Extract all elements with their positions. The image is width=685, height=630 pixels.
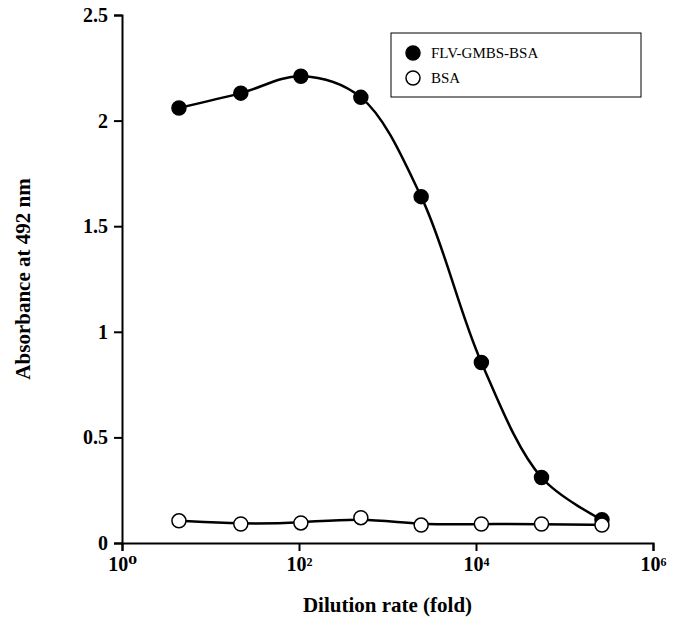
data-point [294,69,308,83]
x-axis-line [123,544,654,552]
data-point [414,190,428,204]
data-point [354,90,368,104]
data-point [535,471,549,485]
legend: FLV-GMBS-BSA BSA [391,33,641,97]
x-tick-mark [299,543,301,551]
y-tick: 0 [98,532,122,554]
x-tick: 10⁶ [641,543,667,575]
y-tick-label: 1 [98,321,108,343]
y-axis-line [114,16,123,544]
x-tick: 10⁰ [108,543,137,575]
y-axis-title: Absorbance at 492 nm [11,178,35,380]
y-tick: 2 [98,110,122,132]
y-tick-mark [114,226,122,228]
y-tick-mark [114,543,122,545]
data-area [172,69,609,532]
data-point [474,355,488,369]
x-axis-title: Dilution rate (fold) [303,593,472,617]
y-tick-mark [114,437,122,439]
x-tick-label: 10⁰ [108,553,137,575]
x-tick-label: 10⁴ [464,553,490,575]
y-tick-mark [114,15,122,17]
data-point [414,518,428,532]
y-tick: 2.5 [83,4,122,26]
chart: 10⁰ 10² 10⁴ 10⁶ 0 0.5 1 1.5 2 2.5 FLV-GMBS-BSA BSA D… [0,0,685,630]
x-tick-label: 10² [287,553,313,575]
data-point [354,511,368,525]
y-tick-label: 0 [98,532,108,554]
x-tick-mark [476,543,478,551]
y-tick: 1.5 [83,215,122,237]
data-point [535,517,549,531]
data-point [172,514,186,528]
data-point [234,517,248,531]
data-point [172,101,186,115]
data-point [294,516,308,530]
legend-marker [406,71,420,85]
y-tick-mark [114,120,122,122]
x-tick-label: 10⁶ [641,553,667,575]
x-axis: 10⁰ 10² 10⁴ 10⁶ [108,543,666,575]
y-tick-label: 2.5 [83,4,108,26]
legend-marker [406,46,420,60]
data-point [474,517,488,531]
y-tick: 0.5 [83,426,122,448]
y-tick-label: 0.5 [83,426,108,448]
x-tick: 10² [287,543,313,575]
y-tick-label: 1.5 [83,215,108,237]
legend-frame [391,33,641,97]
x-tick-mark [653,543,655,551]
series-line [179,76,602,520]
y-tick: 1 [98,321,122,343]
data-point [595,518,609,532]
plot: 10⁰ 10² 10⁴ 10⁶ 0 0.5 1 1.5 2 2.5 FLV-GMBS-BSA BSA [83,4,667,575]
legend-label: BSA [431,70,460,86]
y-tick-mark [114,331,122,333]
data-point [234,86,248,100]
y-axis: 0 0.5 1 1.5 2 2.5 [83,4,123,554]
legend-label: FLV-GMBS-BSA [431,45,538,61]
x-tick: 10⁴ [464,543,490,575]
y-tick-label: 2 [98,110,108,132]
